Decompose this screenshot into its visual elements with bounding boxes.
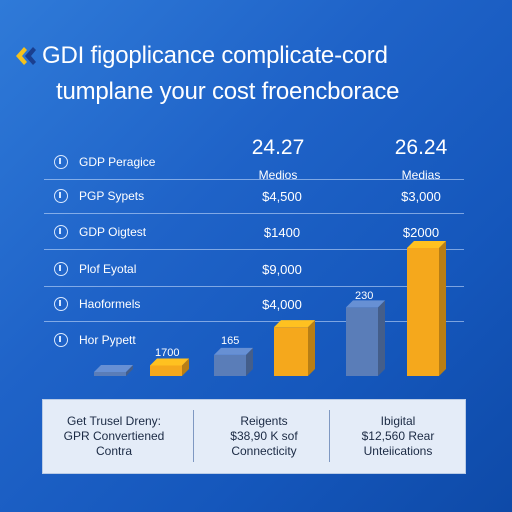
info-circle-icon [54, 225, 68, 239]
summary-text: Get Trusel Dreny: [66, 414, 162, 428]
row-value-2: $3,000 [401, 189, 441, 204]
column-header-2: 26.24 Medias [381, 136, 461, 183]
info-circle-icon [54, 189, 68, 203]
table-row: Haoformels $4,000 [44, 287, 464, 322]
row-value-1: $9,000 [262, 262, 302, 277]
bar-2 [150, 358, 189, 376]
summary-column-3: Ibigital $12,560 Rear Unteiications [333, 414, 463, 459]
info-circle-icon [54, 155, 68, 169]
chevron-logo-icon [16, 47, 36, 65]
summary-text: GPR Convertiened [63, 429, 165, 443]
row-value-1: $4,500 [262, 189, 302, 204]
column-header-2-label: Medias [401, 168, 441, 182]
summary-text: Contra [95, 444, 133, 458]
summary-text: Reigents [240, 414, 288, 428]
row-label: GDP Peragice [79, 155, 156, 169]
table-row: Plof Eyotal $9,000 [44, 252, 464, 287]
page-title: GDI figoplicance complicate-cord [42, 42, 388, 69]
info-circle-icon [54, 297, 68, 311]
page-subtitle: tumplane your cost froencborace [56, 78, 400, 105]
summary-text: Connecticity [231, 444, 297, 458]
summary-text: Ibigital [380, 414, 416, 428]
column-header-1-label: Medios [258, 168, 298, 182]
summary-panel: Get Trusel Dreny: GPR Convertiened Contr… [42, 399, 466, 474]
row-value-2: $2000 [402, 225, 440, 240]
row-label: Plof Eyotal [79, 262, 137, 276]
table-row: PGP Sypets $4,500 $3,000 [44, 179, 464, 214]
table-row: GDP Oigtest $1400 $2000 [44, 215, 464, 250]
column-header-1-value: 24.27 [251, 136, 305, 159]
bar-label: 1700 [155, 347, 180, 359]
bar-label: 230 [355, 290, 374, 302]
summary-column-2: Reigents $38,90 K sof Connecticity [199, 414, 329, 459]
summary-text: $12,560 Rear [361, 429, 435, 443]
summary-text: Unteiications [363, 444, 433, 458]
row-label: Hor Pypett [79, 333, 136, 347]
row-label: Haoformels [79, 297, 141, 311]
divider [193, 410, 194, 462]
bar-1 [94, 365, 133, 376]
info-circle-icon [54, 333, 68, 347]
info-circle-icon [54, 262, 68, 276]
row-label: GDP Oigtest [79, 225, 147, 239]
divider [329, 410, 330, 462]
row-value-1: $4,000 [262, 297, 302, 312]
summary-column-1: Get Trusel Dreny: GPR Convertiened Contr… [49, 414, 179, 459]
column-header-2-value: 26.24 [394, 136, 448, 159]
row-value-1: $1400 [263, 225, 301, 240]
summary-text: $38,90 K sof [230, 429, 298, 443]
table-row: Hor Pypett [44, 323, 464, 357]
bar-label: 165 [221, 335, 240, 347]
row-label: PGP Sypets [79, 189, 145, 203]
column-header-1: 24.27 Medios [238, 136, 318, 183]
table-row: GDP Peragice [44, 145, 464, 180]
